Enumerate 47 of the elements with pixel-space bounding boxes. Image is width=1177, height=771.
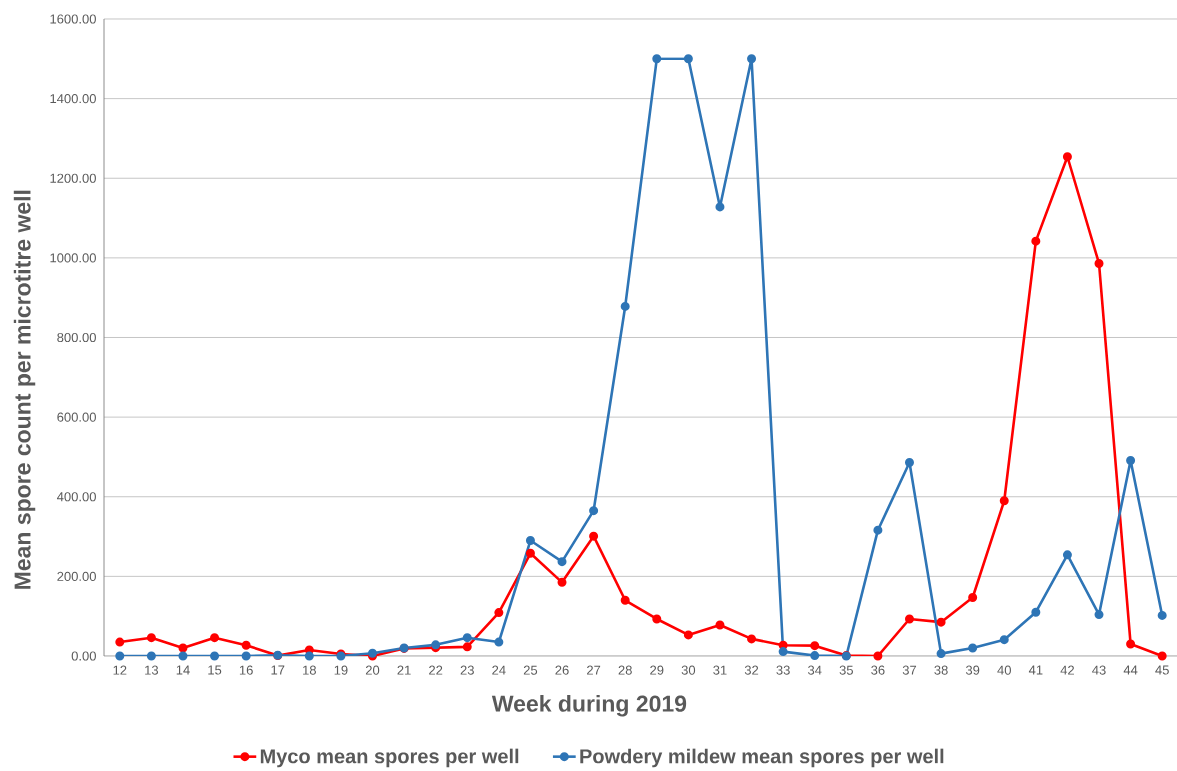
y-tick-label: 400.00 [57, 492, 96, 502]
x-tick-label: 15 [208, 665, 222, 675]
y-tick-label: 600.00 [57, 412, 96, 422]
x-tick-label: 23 [460, 665, 474, 675]
y-tick-label: 1000.00 [50, 253, 96, 263]
x-tick-label: 17 [271, 665, 285, 675]
x-tick-label: 42 [1060, 665, 1074, 675]
x-tick-label: 12 [113, 665, 127, 675]
x-tick-label: 31 [713, 665, 727, 675]
x-tick-label: 44 [1123, 665, 1138, 675]
x-tick-label: 29 [650, 665, 664, 675]
x-tick-label: 40 [997, 665, 1011, 675]
x-tick-label: 37 [902, 665, 917, 675]
x-tick-label: 45 [1155, 665, 1169, 675]
y-axis-title: Mean spore count per microtitre well [13, 190, 36, 589]
x-axis-title: Week during 2019 [491, 694, 687, 717]
x-tick-label: 28 [618, 665, 632, 675]
x-tick-label: 25 [523, 665, 538, 675]
x-tick-label: 24 [492, 665, 506, 675]
x-tick-label: 13 [145, 665, 159, 675]
y-tick-label: 1400.00 [50, 94, 96, 104]
y-tick-label: 800.00 [57, 332, 96, 343]
x-tick-label: 39 [965, 665, 980, 675]
x-tick-label: 14 [176, 665, 190, 675]
x-tick-label: 43 [1092, 665, 1106, 675]
y-tick-label: 0.00 [71, 651, 96, 661]
y-tick-label: 1200.00 [50, 173, 96, 183]
x-tick-label: 21 [397, 665, 411, 675]
legend-label: Powdery mildew mean spores per well [580, 748, 944, 768]
x-tick-label: 22 [429, 665, 443, 675]
x-tick-label: 32 [744, 665, 759, 675]
x-tick-label: 36 [871, 665, 885, 675]
x-tick-label: 41 [1028, 665, 1043, 675]
x-tick-label: 20 [365, 665, 380, 675]
x-tick-label: 34 [807, 665, 822, 675]
legend-label: Myco mean spores per well [260, 748, 519, 768]
x-tick-label: 18 [303, 665, 316, 675]
x-tick-label: 30 [681, 665, 696, 675]
x-tick-label: 38 [934, 665, 948, 675]
x-tick-label: 26 [555, 665, 569, 675]
x-tick-label: 19 [334, 665, 348, 675]
y-tick-label: 1600.00 [50, 14, 96, 24]
x-tick-label: 16 [239, 665, 253, 675]
x-tick-label: 35 [839, 665, 853, 675]
y-tick-label: 200.00 [57, 571, 96, 581]
x-tick-label: 27 [587, 665, 601, 675]
x-tick-label: 33 [776, 665, 790, 675]
